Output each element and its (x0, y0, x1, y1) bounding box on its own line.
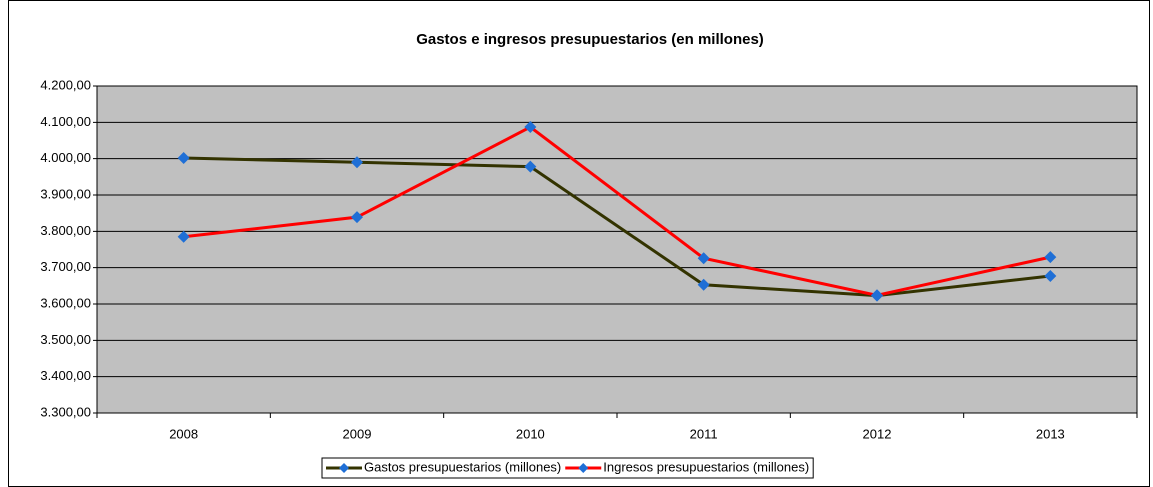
y-tick-label: 4.200,00 (40, 77, 91, 92)
y-tick-label: 3.300,00 (40, 404, 91, 419)
data-point (351, 156, 363, 169)
data-point (697, 252, 710, 265)
y-tick-label: 3.500,00 (40, 332, 91, 347)
data-point (871, 289, 883, 302)
chart-title: Gastos e ingresos presupuestarios (en mi… (416, 31, 764, 48)
x-tick-label: 2010 (516, 426, 545, 441)
y-tick-label: 3.400,00 (40, 368, 91, 383)
x-tick-label: 2012 (863, 426, 892, 441)
y-tick-label: 4.100,00 (40, 114, 91, 129)
y-tick-label: 3.900,00 (40, 186, 91, 201)
legend-label: Ingresos presupuestarios (millones) (603, 459, 809, 474)
legend-marker (578, 463, 589, 473)
y-tick-label: 4.000,00 (40, 150, 91, 165)
data-point (697, 278, 710, 291)
x-tick-label: 2011 (690, 426, 718, 441)
y-tick-label: 3.600,00 (40, 295, 91, 310)
x-tick-label: 2013 (1036, 426, 1065, 441)
data-point (1044, 270, 1057, 283)
data-point (524, 121, 537, 134)
legend-marker (339, 463, 349, 473)
x-tick-label: 2008 (169, 426, 198, 441)
legend: Gastos presupuestarios (millones) Ingreso… (321, 457, 814, 479)
data-point (351, 211, 363, 224)
x-tick-label: 2009 (343, 426, 372, 441)
plot-area (96, 85, 1138, 414)
data-point (524, 160, 537, 173)
data-point (177, 151, 190, 164)
series-line (183, 125, 1051, 297)
legend-label: Gastos presupuestarios (millones) (364, 459, 561, 474)
y-tick-label: 3.800,00 (40, 223, 91, 238)
y-tick-label: 3.700,00 (40, 259, 91, 274)
series-line (183, 156, 1051, 298)
data-point (1044, 251, 1057, 264)
data-point (177, 230, 190, 243)
